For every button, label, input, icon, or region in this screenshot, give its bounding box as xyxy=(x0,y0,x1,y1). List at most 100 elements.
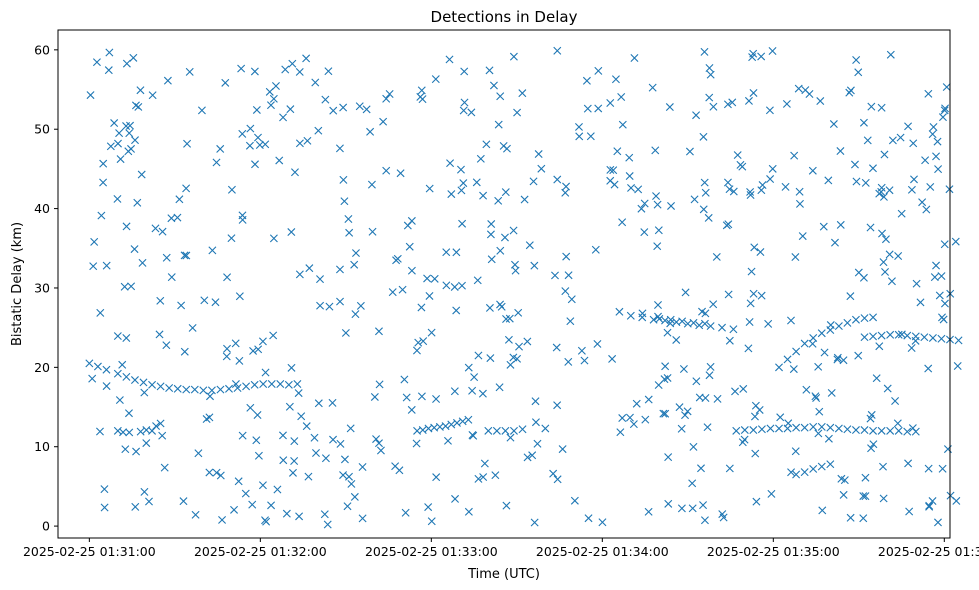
detection-point xyxy=(537,164,546,173)
detection-point xyxy=(938,464,947,473)
detection-point xyxy=(877,187,886,196)
detection-point xyxy=(427,328,436,337)
detection-point xyxy=(136,427,145,436)
detection-point xyxy=(113,194,122,203)
detection-point xyxy=(574,122,583,131)
detection-point xyxy=(395,466,404,475)
detection-point xyxy=(933,518,942,527)
detection-point xyxy=(867,444,876,453)
detection-point xyxy=(866,223,875,232)
detection-point xyxy=(802,385,811,394)
x-tick-label: 2025-02-25 01:32:00 xyxy=(194,544,327,559)
detection-point xyxy=(407,266,416,275)
detection-point xyxy=(155,330,164,339)
detection-point xyxy=(617,93,626,101)
detection-point xyxy=(329,435,338,444)
detection-point xyxy=(211,298,220,307)
detection-point xyxy=(113,332,122,341)
detection-point xyxy=(156,296,165,305)
detection-point xyxy=(869,313,878,322)
detection-point xyxy=(577,346,586,355)
detection-point xyxy=(706,362,715,371)
detection-point xyxy=(792,470,801,479)
detection-point xyxy=(468,430,477,439)
detection-point xyxy=(638,309,647,318)
detection-point xyxy=(375,439,383,448)
detection-point xyxy=(85,359,94,368)
detection-point xyxy=(467,108,476,117)
detection-point xyxy=(869,426,878,435)
detection-point xyxy=(96,308,105,317)
detection-point xyxy=(817,329,826,338)
detection-point xyxy=(458,219,467,228)
detection-point xyxy=(904,122,913,131)
detection-point xyxy=(912,279,921,288)
detection-point xyxy=(908,424,917,433)
detection-point xyxy=(951,237,960,246)
detection-point xyxy=(749,289,758,298)
detection-point xyxy=(275,156,284,165)
detection-point xyxy=(303,136,312,145)
detection-point xyxy=(817,422,826,431)
detection-point xyxy=(562,182,571,191)
detection-point xyxy=(695,321,704,330)
detection-point xyxy=(749,88,758,97)
detection-point xyxy=(843,318,852,327)
y-tick-label: 0 xyxy=(42,519,50,534)
detection-point xyxy=(937,272,946,281)
detection-point xyxy=(314,399,323,408)
detection-point xyxy=(897,330,906,339)
detection-point xyxy=(106,142,115,151)
detection-point xyxy=(886,330,895,339)
detection-point xyxy=(261,368,270,377)
detection-point xyxy=(904,459,913,468)
detection-point xyxy=(442,248,451,257)
detection-point xyxy=(464,415,473,424)
detection-point xyxy=(199,386,208,395)
detection-point xyxy=(610,180,619,189)
detection-point xyxy=(732,426,741,435)
detection-point xyxy=(259,380,268,389)
detection-point xyxy=(553,175,562,184)
detection-point xyxy=(935,291,944,300)
detection-point xyxy=(295,270,304,279)
detection-point xyxy=(746,299,755,308)
detection-point xyxy=(311,448,320,457)
detection-point xyxy=(173,384,182,393)
detection-point xyxy=(99,178,108,187)
detection-point xyxy=(162,341,171,350)
detection-point xyxy=(93,362,102,371)
detection-point xyxy=(877,103,886,112)
detection-point xyxy=(852,55,861,64)
detection-point xyxy=(225,384,233,393)
detection-point xyxy=(276,380,285,389)
detection-point xyxy=(798,232,807,241)
detection-point xyxy=(131,136,139,145)
detection-point xyxy=(287,228,296,237)
detection-point xyxy=(776,413,785,422)
detection-point xyxy=(880,150,889,159)
detection-point xyxy=(515,342,524,351)
detection-point xyxy=(344,215,353,223)
detection-point xyxy=(748,53,757,62)
detection-point xyxy=(854,351,863,360)
detection-point xyxy=(860,333,869,342)
detection-point xyxy=(269,94,278,103)
detection-point xyxy=(464,363,473,372)
detection-point xyxy=(861,492,870,501)
detection-point xyxy=(328,398,337,407)
detection-point xyxy=(652,192,661,201)
detection-point xyxy=(125,428,134,437)
detection-point xyxy=(558,445,567,454)
detection-point xyxy=(279,113,288,122)
detection-point xyxy=(598,518,607,527)
detection-point xyxy=(896,133,905,142)
detection-point xyxy=(450,387,459,396)
detection-point xyxy=(457,186,466,195)
detection-point xyxy=(188,323,197,332)
detection-point xyxy=(616,428,625,437)
detection-point xyxy=(242,382,251,391)
detection-point xyxy=(446,159,455,168)
detection-point xyxy=(335,144,344,153)
detection-point xyxy=(445,55,454,64)
